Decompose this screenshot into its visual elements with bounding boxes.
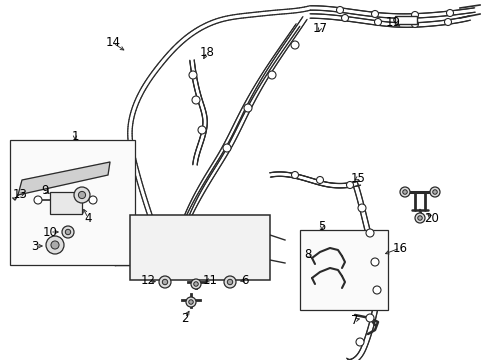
Text: 18: 18	[199, 45, 215, 58]
Circle shape	[373, 286, 381, 294]
Circle shape	[162, 279, 168, 285]
Circle shape	[400, 187, 410, 197]
Circle shape	[62, 226, 74, 238]
Circle shape	[194, 282, 198, 286]
Circle shape	[268, 71, 276, 79]
Circle shape	[371, 10, 378, 18]
Bar	[10, 140, 135, 265]
Circle shape	[444, 18, 451, 26]
Circle shape	[366, 314, 374, 322]
Text: 14: 14	[105, 36, 121, 49]
Text: 19: 19	[386, 15, 400, 28]
Text: 1: 1	[71, 130, 79, 144]
Circle shape	[65, 229, 71, 235]
Circle shape	[89, 196, 97, 204]
Bar	[50, 192, 82, 214]
Circle shape	[292, 171, 298, 179]
Circle shape	[371, 258, 379, 266]
Text: 8: 8	[304, 248, 312, 261]
Circle shape	[342, 14, 348, 22]
Circle shape	[412, 12, 418, 18]
Circle shape	[412, 21, 418, 27]
Circle shape	[374, 18, 382, 26]
Circle shape	[356, 338, 364, 346]
Circle shape	[46, 236, 64, 254]
Circle shape	[430, 187, 440, 197]
Polygon shape	[18, 162, 110, 195]
Text: 10: 10	[43, 225, 57, 238]
Circle shape	[403, 190, 407, 194]
Text: 15: 15	[350, 171, 366, 184]
Circle shape	[227, 279, 233, 285]
Circle shape	[198, 126, 206, 134]
Circle shape	[192, 96, 200, 104]
Text: 9: 9	[41, 184, 49, 197]
Circle shape	[74, 187, 90, 203]
Text: 6: 6	[241, 274, 249, 287]
Text: 13: 13	[13, 189, 27, 202]
Bar	[130, 215, 270, 280]
Text: 4: 4	[84, 211, 92, 225]
Text: 2: 2	[181, 311, 189, 324]
Circle shape	[159, 276, 171, 288]
Circle shape	[51, 241, 59, 249]
Bar	[395, 16, 417, 24]
Circle shape	[337, 6, 343, 13]
Text: 16: 16	[392, 242, 408, 255]
Circle shape	[418, 216, 422, 220]
Text: 7: 7	[351, 314, 359, 327]
Circle shape	[358, 204, 366, 212]
Circle shape	[366, 229, 374, 237]
Text: 12: 12	[141, 274, 155, 288]
Bar	[300, 230, 388, 310]
Text: 3: 3	[31, 239, 39, 252]
Circle shape	[78, 192, 86, 199]
Circle shape	[224, 276, 236, 288]
Text: 11: 11	[202, 274, 218, 287]
Circle shape	[34, 196, 42, 204]
Circle shape	[291, 41, 299, 49]
Circle shape	[317, 176, 323, 184]
Text: 20: 20	[424, 211, 440, 225]
Circle shape	[446, 9, 454, 17]
Circle shape	[189, 71, 197, 79]
Circle shape	[189, 300, 193, 304]
Circle shape	[191, 279, 201, 289]
Circle shape	[346, 181, 353, 189]
Circle shape	[244, 104, 252, 112]
Circle shape	[223, 144, 231, 152]
Text: 17: 17	[313, 22, 327, 35]
Circle shape	[433, 190, 437, 194]
Circle shape	[415, 213, 425, 223]
Circle shape	[186, 297, 196, 307]
Text: 5: 5	[318, 220, 326, 234]
